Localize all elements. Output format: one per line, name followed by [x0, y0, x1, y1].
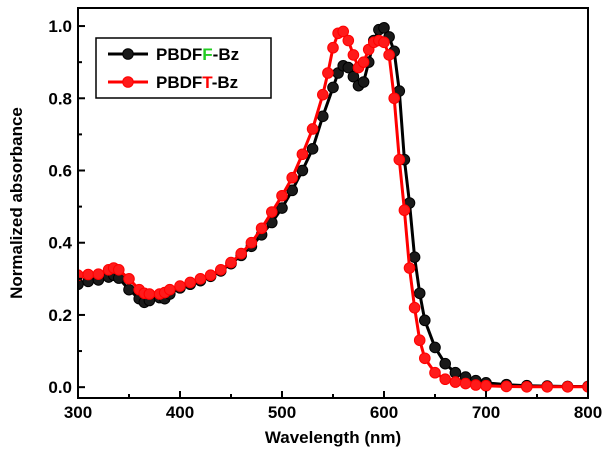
tick-labels: 300 400 500 600 700 800 0.0 0.2 0.4 0.6 0.8 1.0 [48, 17, 602, 422]
legend-box [95, 37, 272, 99]
data-point [383, 49, 395, 61]
data-point [123, 283, 135, 296]
data-point [123, 273, 135, 285]
data-point [393, 153, 406, 166]
legend-item: PBDFT-Bz [108, 73, 238, 92]
series-PBDFT-Bz [78, 25, 588, 393]
x-tick-label: 300 [64, 403, 92, 422]
legend-marker [122, 76, 134, 88]
legend-label-part: PBDF [156, 45, 202, 64]
x-tick-label: 400 [166, 403, 194, 422]
data-point [342, 34, 355, 47]
data-point [378, 22, 390, 34]
data-point [82, 268, 94, 281]
data-point [322, 67, 334, 79]
y-tick-label: 0.8 [48, 89, 72, 108]
data-point [286, 184, 299, 197]
data-point [357, 56, 370, 68]
legend-marker [122, 48, 134, 60]
y-tick-label: 0.0 [48, 378, 72, 397]
data-point [204, 269, 217, 282]
x-tick-label: 500 [268, 403, 296, 422]
data-point [408, 251, 421, 263]
data-point [92, 268, 105, 280]
y-axis-title: Normalized absorbance [7, 107, 26, 299]
legend-label-part: -Bz [212, 73, 238, 92]
data-point [317, 110, 329, 123]
data-point [388, 92, 401, 105]
data-point [337, 25, 350, 38]
data-point [327, 41, 339, 54]
legend-label-part: -Bz [213, 45, 239, 64]
data-point [276, 202, 288, 214]
y-tick-label: 0.4 [48, 234, 72, 253]
data-point [225, 256, 237, 269]
data-point [541, 381, 554, 393]
data-point [500, 380, 513, 393]
data-point [429, 366, 441, 379]
data-point [215, 264, 227, 276]
data-point [398, 204, 411, 217]
data-point [403, 262, 416, 274]
legend-label-part: F [202, 45, 212, 64]
data-point [419, 314, 431, 327]
legend-label: PBDFT-Bz [156, 73, 238, 92]
x-tick-label: 800 [574, 403, 602, 422]
data-point [413, 287, 426, 300]
data-point [413, 334, 426, 347]
data-point [419, 352, 431, 365]
data-point [164, 283, 176, 296]
data-point [194, 273, 207, 285]
y-tick-label: 1.0 [48, 17, 72, 36]
data-point [521, 381, 533, 393]
data-point [470, 379, 482, 391]
data-point [480, 379, 492, 392]
axis-ticks [77, 25, 589, 398]
data-point [296, 164, 309, 177]
data-point [408, 301, 421, 314]
legend-label-part: PBDF [156, 73, 202, 92]
data-point [327, 81, 339, 94]
data-point [561, 381, 574, 393]
data-point [429, 341, 441, 354]
data-point [286, 171, 299, 184]
data-point [276, 189, 288, 202]
data-point [235, 247, 247, 260]
data-point [113, 264, 125, 276]
y-tick-label: 0.6 [48, 162, 72, 181]
data-point [306, 123, 319, 135]
legend-label: PBDFF-Bz [156, 45, 239, 64]
data-point [582, 381, 588, 393]
legend-item: PBDFF-Bz [108, 45, 239, 64]
legend-label-part: T [202, 73, 213, 92]
series-layer [78, 22, 588, 393]
data-point [245, 236, 258, 249]
data-point [439, 373, 452, 386]
data-point [184, 276, 196, 289]
x-axis-title: Wavelength (nm) [265, 428, 401, 447]
data-point [347, 49, 360, 61]
x-tick-label: 700 [472, 403, 500, 422]
y-tick-label: 0.2 [48, 306, 72, 325]
data-point [317, 88, 329, 101]
data-point [255, 222, 268, 235]
data-point [296, 148, 309, 161]
data-point [459, 377, 472, 390]
data-point [449, 376, 462, 388]
data-point [306, 143, 319, 155]
data-point [439, 357, 452, 370]
data-point [143, 288, 156, 300]
data-point [174, 280, 186, 292]
data-point [266, 206, 278, 218]
data-point [347, 70, 360, 83]
data-point [378, 36, 390, 49]
x-tick-label: 600 [370, 403, 398, 422]
data-point [357, 76, 370, 88]
